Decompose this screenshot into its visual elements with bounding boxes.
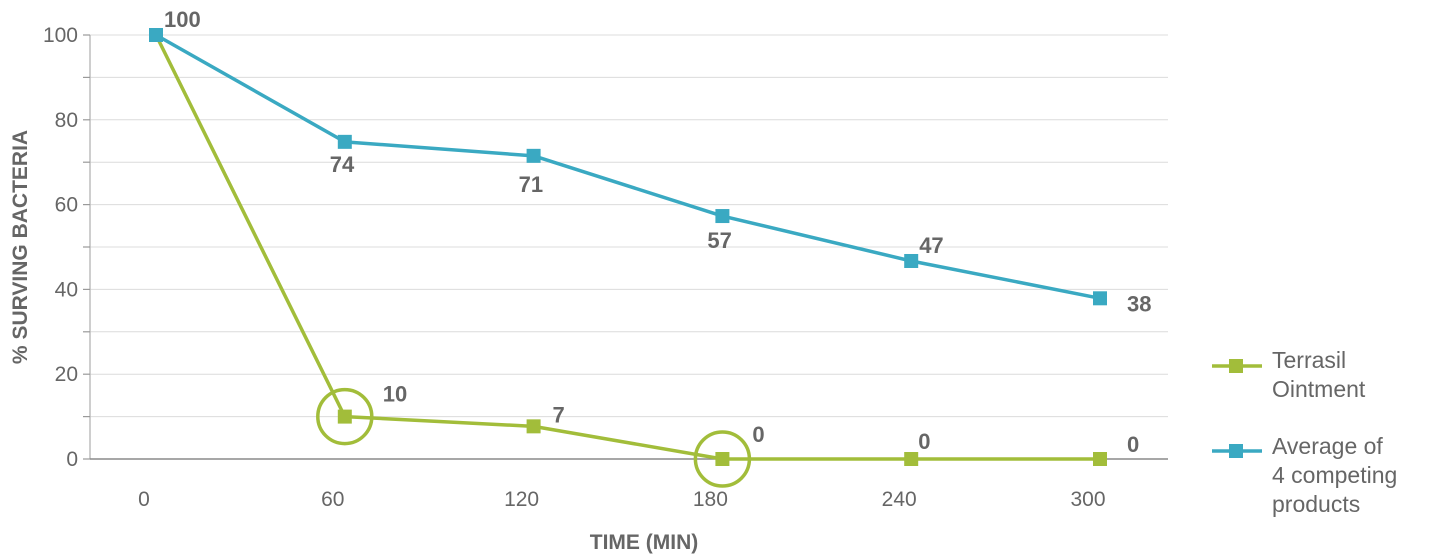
series-line [154,34,1100,461]
series-point [715,209,730,224]
series-line [155,33,1101,301]
highlight-circle [693,430,752,488]
x-tick-label: 120 [504,488,539,511]
legend-label: products [1272,491,1360,517]
series-point [526,419,541,434]
data-label-layer: 10 7 0 0 0 100 74 71 57 47 38 [164,7,1151,457]
legend-label: Average of [1272,433,1383,459]
data-label: 0 [918,429,930,454]
series-point [715,452,730,466]
series-layer [149,28,1107,488]
series-point [526,148,541,163]
legend-label: 4 competing [1272,462,1397,488]
legend: Terrasil Ointment Average of 4 competing pro… [1212,347,1397,517]
x-tick-label: 60 [321,488,344,511]
legend-label: Ointment [1272,376,1366,402]
series-point [1093,452,1107,466]
legend-label: Terrasil [1272,347,1346,373]
data-label: 57 [707,228,731,253]
series-point [337,409,352,424]
grid-layer [90,34,1168,418]
x-axis-title: TIME (MIN) [590,531,698,554]
data-label: 71 [519,172,543,197]
y-tick-label: 20 [55,363,78,386]
series-point [1093,291,1107,306]
legend-marker [1229,444,1243,458]
data-label: 0 [1127,432,1139,457]
data-label: 38 [1127,291,1151,316]
y-tick-label: 100 [43,24,78,47]
series-point [904,253,919,268]
y-tick-label: 60 [55,194,78,217]
x-tick-label: 300 [1070,488,1105,511]
series-point [904,452,919,466]
x-tick-label: 240 [882,488,917,511]
y-tick-label: 0 [66,448,78,471]
data-label: 7 [552,402,564,427]
data-label: 100 [164,7,201,32]
x-tick-label: 0 [138,488,150,511]
highlight-circle [316,387,374,446]
legend-marker [1229,359,1243,373]
y-tick-label: 40 [55,278,78,301]
data-label: 74 [330,152,355,177]
y-tick-label: 80 [55,109,78,132]
data-label: 47 [919,233,943,258]
x-tick-label: 180 [693,488,728,511]
series-point [149,28,163,42]
data-label: 10 [383,382,407,407]
y-axis-title: % SURVING BACTERIA [9,130,32,364]
series-point [337,134,352,149]
data-label: 0 [752,422,764,447]
